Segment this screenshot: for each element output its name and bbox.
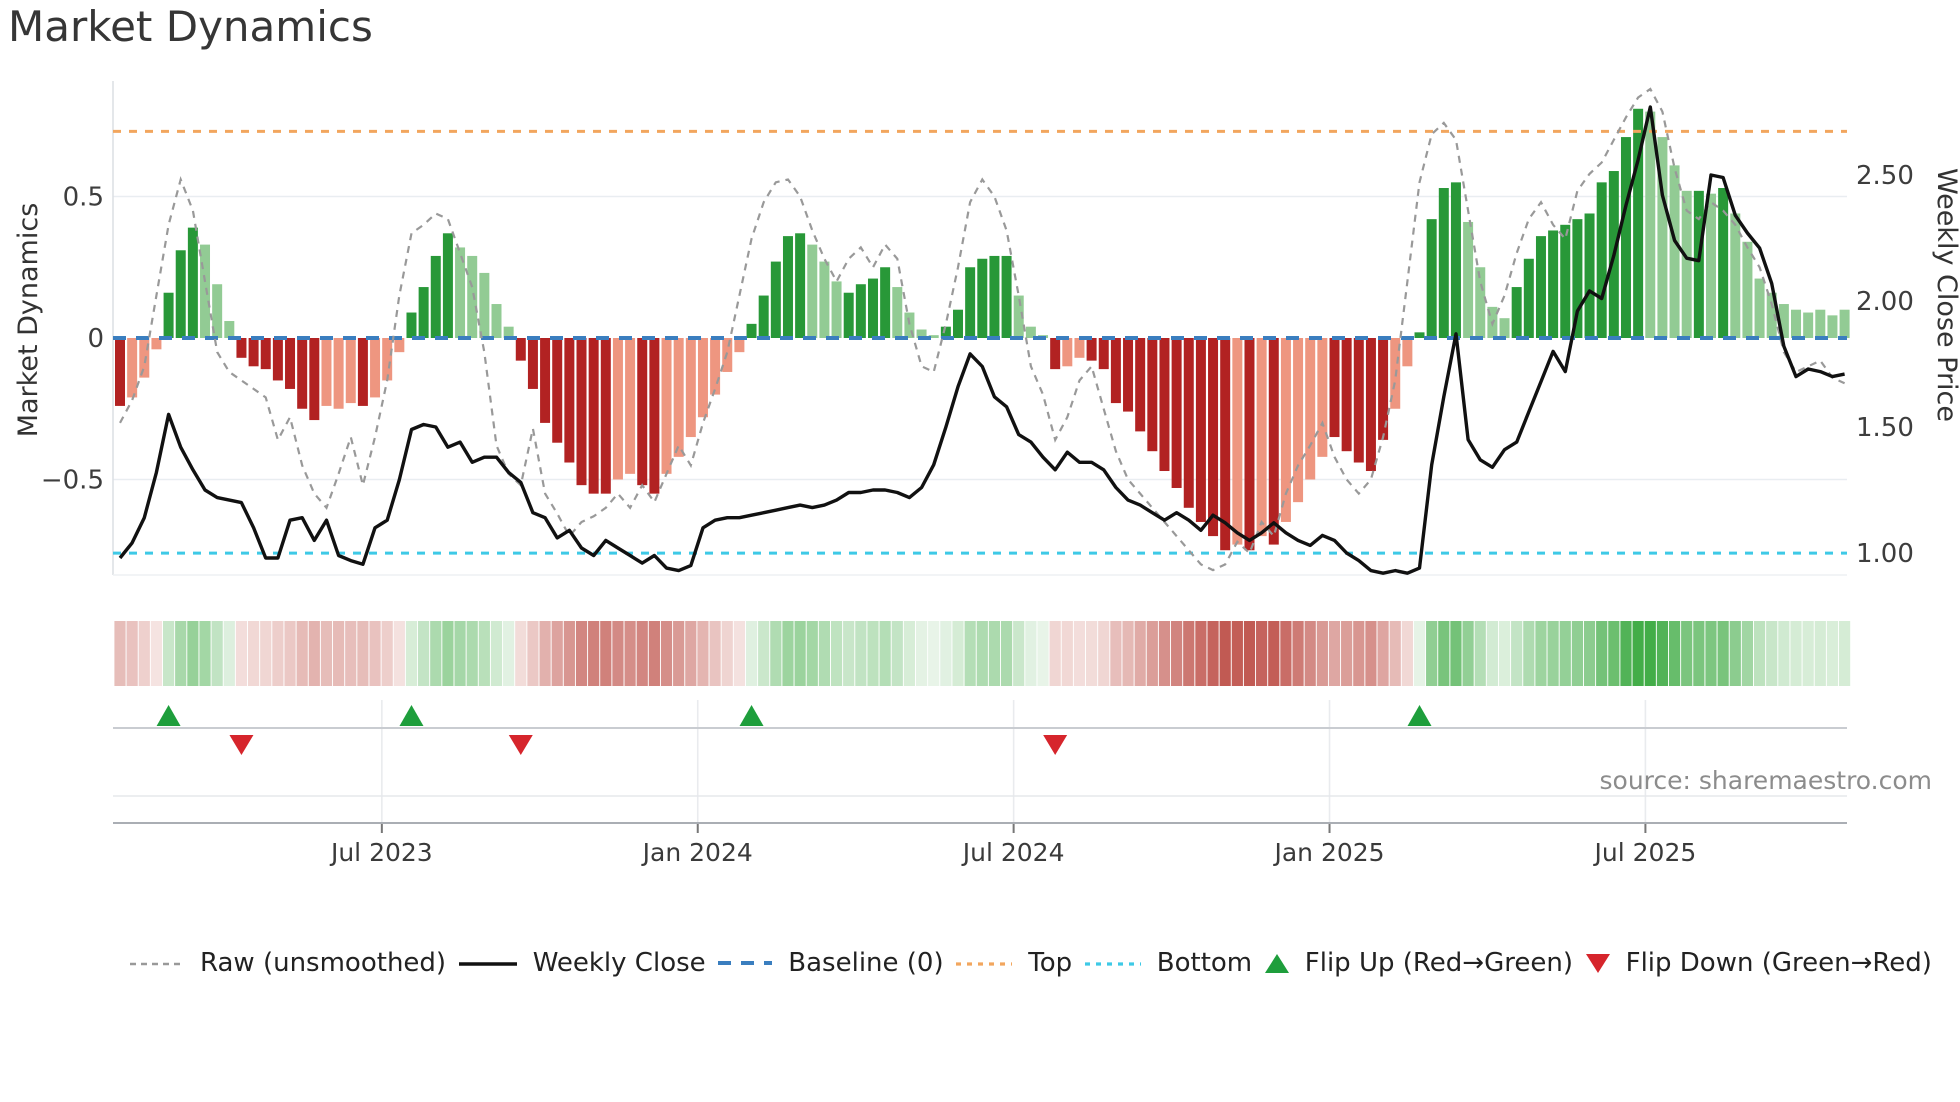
legend-item-top: Top xyxy=(956,948,1072,978)
legend-item-baseline: Baseline (0) xyxy=(718,948,944,978)
right-tick-label: 1.00 xyxy=(1856,539,1914,569)
weekly-close-line xyxy=(118,105,1845,575)
solid-black-line-icon xyxy=(458,959,517,967)
dashed-cyan-line-icon xyxy=(1084,959,1141,967)
gridlines xyxy=(112,81,1847,576)
right-tick-label: 1.50 xyxy=(1856,413,1914,443)
oscillator-bars xyxy=(115,108,1850,551)
legend-label: Baseline (0) xyxy=(788,948,944,978)
x-axis-panel: Jul 2023 Jan 2024 Jul 2024 Jan 2025 Jul 2025 xyxy=(113,700,1847,867)
x-tick-label: Jan 2025 xyxy=(1272,838,1384,867)
legend-label: Raw (unsmoothed) xyxy=(200,948,447,978)
dashed-orange-line-icon xyxy=(956,959,1013,967)
right-tick-labels: 2.50 2.00 1.50 1.00 xyxy=(1856,161,1914,569)
left-axis-title: Market Dynamics xyxy=(13,202,44,438)
legend-item-flip-up: Flip Up (Red→Green) xyxy=(1264,948,1573,978)
legend-item-raw: Raw (unsmoothed) xyxy=(130,948,446,978)
flip-up-marker xyxy=(156,705,181,726)
chart-legend: Raw (unsmoothed) Weekly Close Baseline (… xyxy=(130,948,1932,978)
flip-up-marker xyxy=(399,705,424,726)
flip-up-triangle-icon xyxy=(1264,953,1289,973)
right-tick-label: 2.00 xyxy=(1856,287,1914,317)
left-tick-label: 0.5 xyxy=(63,183,104,213)
flip-markers xyxy=(156,705,1432,755)
flip-down-marker xyxy=(1043,735,1068,755)
flip-up-marker xyxy=(739,705,764,726)
x-tick-label: Jul 2023 xyxy=(329,838,433,867)
dashed-blue-line-icon xyxy=(718,959,773,967)
dashed-gray-line-icon xyxy=(130,959,184,967)
page-title: Market Dynamics xyxy=(8,2,373,51)
legend-label: Weekly Close xyxy=(532,948,706,978)
left-tick-label: 0 xyxy=(87,324,104,354)
right-tick-label: 2.50 xyxy=(1856,161,1914,191)
legend-label: Flip Up (Red→Green) xyxy=(1304,948,1573,978)
flip-down-triangle-icon xyxy=(1585,953,1610,973)
x-tick-label: Jul 2025 xyxy=(1593,838,1697,867)
flip-up-marker xyxy=(1407,705,1432,726)
x-tick-label: Jan 2024 xyxy=(641,838,753,867)
right-axis-title: Weekly Close Price xyxy=(1931,167,1960,423)
legend-item-weekly-close: Weekly Close xyxy=(458,948,706,978)
flip-down-marker xyxy=(508,735,533,755)
heatmap-strip xyxy=(114,621,1851,686)
x-tick-label: Jul 2024 xyxy=(961,838,1065,867)
flip-down-marker xyxy=(229,735,254,755)
legend-item-bottom: Bottom xyxy=(1084,948,1253,978)
legend-label: Bottom xyxy=(1156,948,1253,978)
left-tick-label: −0.5 xyxy=(41,466,104,496)
source-note: source: sharemaestro.com xyxy=(1599,766,1933,795)
legend-item-flip-down: Flip Down (Green→Red) xyxy=(1585,948,1932,978)
left-tick-labels: 0.5 0 −0.5 xyxy=(41,183,104,496)
legend-label: Top xyxy=(1028,948,1073,978)
legend-label: Flip Down (Green→Red) xyxy=(1625,948,1932,978)
raw-line xyxy=(119,87,1846,572)
